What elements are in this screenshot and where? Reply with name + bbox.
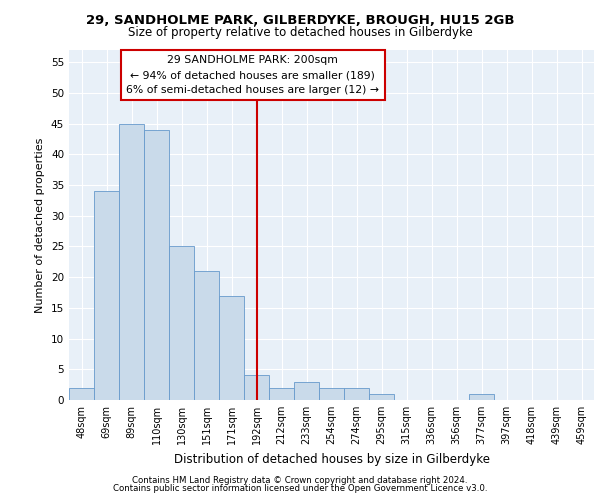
Y-axis label: Number of detached properties: Number of detached properties [35,138,46,312]
Bar [269,388,294,400]
Bar [369,394,394,400]
Text: 29, SANDHOLME PARK, GILBERDYKE, BROUGH, HU15 2GB: 29, SANDHOLME PARK, GILBERDYKE, BROUGH, … [86,14,514,27]
Bar [294,382,319,400]
Text: Contains HM Land Registry data © Crown copyright and database right 2024.: Contains HM Land Registry data © Crown c… [132,476,468,485]
Text: Size of property relative to detached houses in Gilberdyke: Size of property relative to detached ho… [128,26,472,39]
Bar [219,296,244,400]
Bar [319,388,344,400]
X-axis label: Distribution of detached houses by size in Gilberdyke: Distribution of detached houses by size … [173,452,490,466]
Bar [69,388,94,400]
Bar [119,124,144,400]
Bar [344,388,369,400]
Bar [244,376,269,400]
Text: Contains public sector information licensed under the Open Government Licence v3: Contains public sector information licen… [113,484,487,493]
Bar [144,130,169,400]
Bar [469,394,494,400]
Text: 29 SANDHOLME PARK: 200sqm
← 94% of detached houses are smaller (189)
6% of semi-: 29 SANDHOLME PARK: 200sqm ← 94% of detac… [126,56,379,95]
Bar [194,271,219,400]
Bar [169,246,194,400]
Bar [94,191,119,400]
